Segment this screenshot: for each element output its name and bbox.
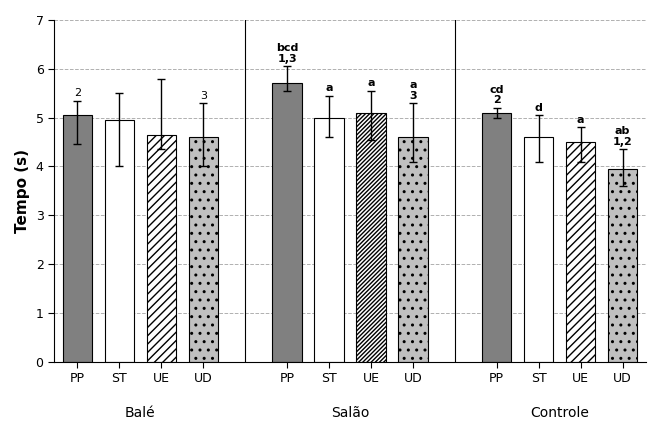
Bar (608, 169, 637, 362)
Bar (315, 118, 344, 362)
Text: a: a (368, 78, 375, 88)
Text: 2: 2 (74, 88, 81, 98)
Text: bcd
1,3: bcd 1,3 (276, 43, 298, 64)
Bar (147, 135, 176, 362)
Text: a: a (577, 115, 584, 125)
Bar (524, 137, 553, 362)
Text: 3: 3 (200, 90, 207, 101)
Y-axis label: Tempo (s): Tempo (s) (15, 149, 30, 233)
Text: Balé: Balé (125, 406, 155, 420)
Text: cd
2: cd 2 (490, 85, 504, 105)
Text: ab
1,2: ab 1,2 (613, 126, 633, 147)
Bar (398, 137, 428, 362)
Text: a: a (325, 83, 332, 93)
Bar (482, 113, 512, 362)
Text: d: d (535, 103, 543, 113)
Bar (356, 113, 385, 362)
Text: a
3: a 3 (409, 80, 416, 101)
Bar (188, 137, 218, 362)
Bar (63, 115, 92, 362)
Bar (104, 120, 134, 362)
Text: Controle: Controle (530, 406, 589, 420)
Text: Salão: Salão (330, 406, 369, 420)
Bar (566, 142, 596, 362)
Bar (272, 83, 302, 362)
